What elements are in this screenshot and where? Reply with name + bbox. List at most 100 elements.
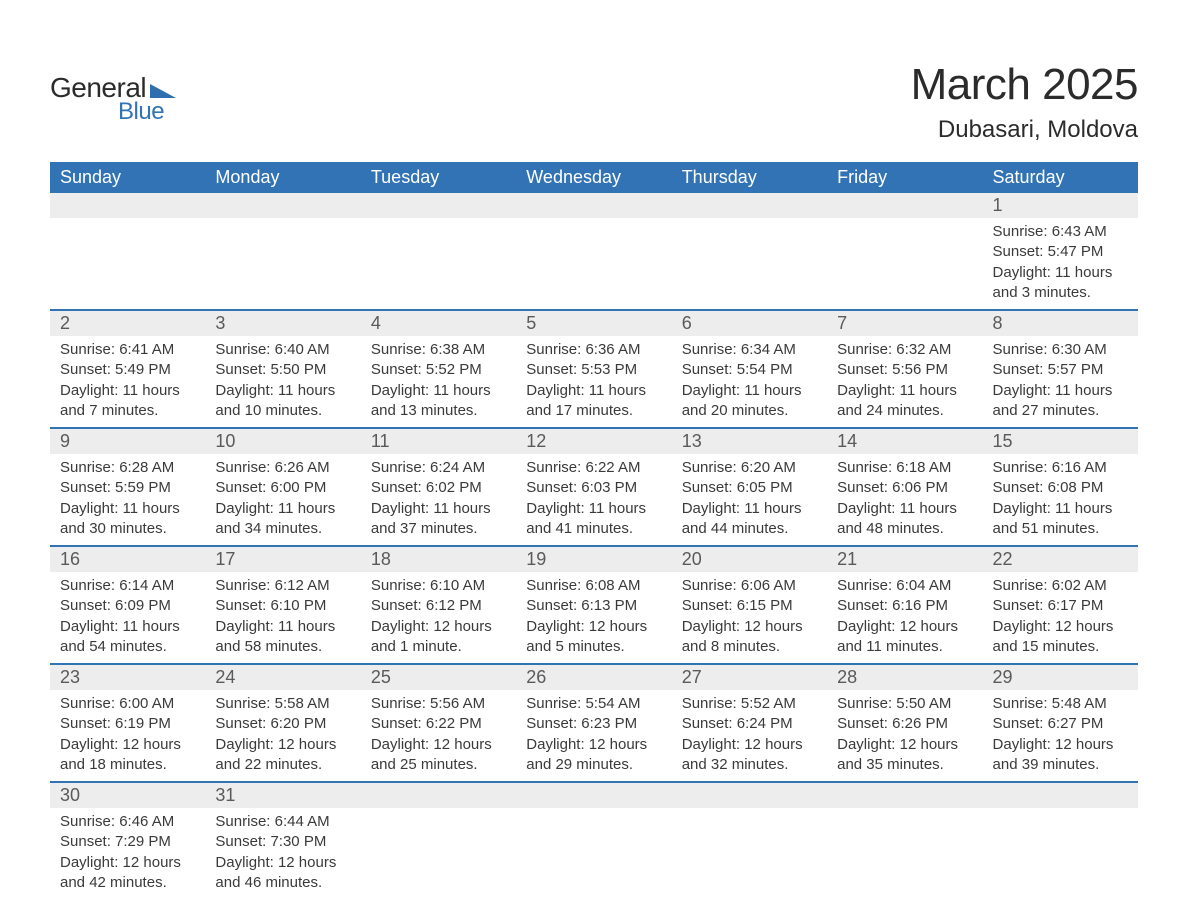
sunset-text: Sunset: 5:49 PM	[60, 360, 195, 380]
sunrise-text: Sunrise: 6:43 AM	[993, 222, 1128, 242]
page-subtitle: Dubasari, Moldova	[911, 116, 1138, 144]
calendar-detail-cell	[827, 218, 982, 310]
sunrise-text: Sunrise: 6:24 AM	[371, 458, 506, 478]
sunrise-text: Sunrise: 6:08 AM	[526, 576, 661, 596]
sunset-text: Sunset: 6:23 PM	[526, 714, 661, 734]
calendar-detail-cell	[827, 808, 982, 899]
calendar-detail-cell: Sunrise: 5:54 AMSunset: 6:23 PMDaylight:…	[516, 690, 671, 782]
calendar-header-cell: Thursday	[672, 162, 827, 193]
calendar-detail-cell: Sunrise: 6:12 AMSunset: 6:10 PMDaylight:…	[205, 572, 360, 664]
calendar-detail-cell	[205, 218, 360, 310]
sunset-text: Sunset: 5:52 PM	[371, 360, 506, 380]
calendar-detail-cell: Sunrise: 5:52 AMSunset: 6:24 PMDaylight:…	[672, 690, 827, 782]
calendar-detail-cell: Sunrise: 6:18 AMSunset: 6:06 PMDaylight:…	[827, 454, 982, 546]
sunset-text: Sunset: 6:24 PM	[682, 714, 817, 734]
sunrise-text: Sunrise: 6:12 AM	[215, 576, 350, 596]
sunrise-text: Sunrise: 6:46 AM	[60, 812, 195, 832]
calendar-header-cell: Tuesday	[361, 162, 516, 193]
sunrise-text: Sunrise: 6:18 AM	[837, 458, 972, 478]
calendar-daynum-cell: 12	[516, 428, 671, 454]
sunrise-text: Sunrise: 5:58 AM	[215, 694, 350, 714]
calendar-daynum-cell: 17	[205, 546, 360, 572]
calendar-daynum-cell: 8	[983, 310, 1138, 336]
sunrise-text: Sunrise: 6:32 AM	[837, 340, 972, 360]
daylight-text: Daylight: 11 hours and 30 minutes.	[60, 499, 195, 540]
calendar-daynum-cell: 13	[672, 428, 827, 454]
sunset-text: Sunset: 6:05 PM	[682, 478, 817, 498]
sunrise-text: Sunrise: 6:28 AM	[60, 458, 195, 478]
calendar-detail-row: Sunrise: 6:28 AMSunset: 5:59 PMDaylight:…	[50, 454, 1138, 546]
calendar-detail-row: Sunrise: 6:41 AMSunset: 5:49 PM Daylight:…	[50, 336, 1138, 428]
sunset-text: Sunset: 6:10 PM	[215, 596, 350, 616]
calendar-detail-cell: Sunrise: 6:06 AMSunset: 6:15 PMDaylight:…	[672, 572, 827, 664]
sunset-text: Sunset: 5:56 PM	[837, 360, 972, 380]
calendar-detail-cell: Sunrise: 6:34 AMSunset: 5:54 PMDaylight:…	[672, 336, 827, 428]
calendar-daynum-cell: 11	[361, 428, 516, 454]
daylight-text: Daylight: 12 hours and 15 minutes.	[993, 617, 1128, 658]
calendar-daynum-cell: 18	[361, 546, 516, 572]
daylight-text: Daylight: 11 hours and 10 minutes.	[215, 381, 350, 422]
daylight-text: Daylight: 12 hours and 22 minutes.	[215, 735, 350, 776]
sunrise-text: Sunrise: 5:52 AM	[682, 694, 817, 714]
sunset-text: Sunset: 7:29 PM	[60, 832, 195, 852]
calendar-detail-cell: Sunrise: 5:56 AMSunset: 6:22 PMDaylight:…	[361, 690, 516, 782]
calendar-detail-cell: Sunrise: 6:30 AMSunset: 5:57 PMDaylight:…	[983, 336, 1138, 428]
sunset-text: Sunset: 6:08 PM	[993, 478, 1128, 498]
calendar-daynum-row: 2345678	[50, 310, 1138, 336]
calendar-daynum-cell	[361, 193, 516, 218]
calendar-detail-cell	[983, 808, 1138, 899]
calendar-daynum-row: 16171819202122	[50, 546, 1138, 572]
calendar-daynum-row: 1	[50, 193, 1138, 218]
calendar-detail-cell	[50, 218, 205, 310]
daylight-text: Daylight: 12 hours and 11 minutes.	[837, 617, 972, 658]
calendar-daynum-cell	[50, 193, 205, 218]
title-block: March 2025 Dubasari, Moldova	[911, 60, 1138, 144]
calendar-daynum-cell: 23	[50, 664, 205, 690]
calendar-daynum-cell: 6	[672, 310, 827, 336]
calendar-detail-cell: Sunrise: 6:28 AMSunset: 5:59 PMDaylight:…	[50, 454, 205, 546]
daylight-text: Daylight: 11 hours and 24 minutes.	[837, 381, 972, 422]
calendar-header-row: SundayMondayTuesdayWednesdayThursdayFrid…	[50, 162, 1138, 193]
calendar-daynum-cell: 15	[983, 428, 1138, 454]
sunset-text: Sunset: 6:00 PM	[215, 478, 350, 498]
daylight-text: Daylight: 12 hours and 42 minutes.	[60, 853, 195, 894]
sunset-text: Sunset: 6:16 PM	[837, 596, 972, 616]
calendar-daynum-cell: 1	[983, 193, 1138, 218]
calendar-daynum-cell: 31	[205, 782, 360, 808]
calendar-detail-cell: Sunrise: 6:08 AMSunset: 6:13 PMDaylight:…	[516, 572, 671, 664]
sunrise-text: Sunrise: 6:06 AM	[682, 576, 817, 596]
calendar-detail-cell: Sunrise: 6:26 AMSunset: 6:00 PMDaylight:…	[205, 454, 360, 546]
calendar-detail-cell: Sunrise: 6:43 AMSunset: 5:47 PMDaylight:…	[983, 218, 1138, 310]
calendar-table: SundayMondayTuesdayWednesdayThursdayFrid…	[50, 162, 1138, 899]
sunset-text: Sunset: 6:03 PM	[526, 478, 661, 498]
calendar-detail-cell: Sunrise: 6:10 AMSunset: 6:12 PMDaylight:…	[361, 572, 516, 664]
calendar-detail-cell: Sunrise: 6:20 AMSunset: 6:05 PMDaylight:…	[672, 454, 827, 546]
calendar-daynum-cell: 19	[516, 546, 671, 572]
sunrise-text: Sunrise: 6:41 AM	[60, 340, 195, 360]
sunset-text: Sunset: 5:50 PM	[215, 360, 350, 380]
page-title: March 2025	[911, 60, 1138, 110]
calendar-detail-cell: Sunrise: 6:04 AMSunset: 6:16 PMDaylight:…	[827, 572, 982, 664]
calendar-detail-cell: Sunrise: 6:40 AMSunset: 5:50 PMDaylight:…	[205, 336, 360, 428]
calendar-daynum-cell: 29	[983, 664, 1138, 690]
calendar-detail-cell: Sunrise: 6:22 AMSunset: 6:03 PMDaylight:…	[516, 454, 671, 546]
sunset-text: Sunset: 5:57 PM	[993, 360, 1128, 380]
calendar-daynum-cell: 5	[516, 310, 671, 336]
sunset-text: Sunset: 6:17 PM	[993, 596, 1128, 616]
sunset-text: Sunset: 6:06 PM	[837, 478, 972, 498]
calendar-daynum-cell: 20	[672, 546, 827, 572]
sunrise-text: Sunrise: 5:56 AM	[371, 694, 506, 714]
sunrise-text: Sunrise: 6:10 AM	[371, 576, 506, 596]
calendar-detail-cell: Sunrise: 6:36 AMSunset: 5:53 PMDaylight:…	[516, 336, 671, 428]
sunset-text: Sunset: 6:19 PM	[60, 714, 195, 734]
sunrise-text: Sunrise: 6:34 AM	[682, 340, 817, 360]
sunrise-text: Sunrise: 6:14 AM	[60, 576, 195, 596]
calendar-detail-cell: Sunrise: 6:44 AMSunset: 7:30 PMDaylight:…	[205, 808, 360, 899]
calendar-daynum-cell: 14	[827, 428, 982, 454]
daylight-text: Daylight: 12 hours and 5 minutes.	[526, 617, 661, 658]
calendar-header-cell: Sunday	[50, 162, 205, 193]
daylight-text: Daylight: 12 hours and 39 minutes.	[993, 735, 1128, 776]
calendar-daynum-cell	[827, 193, 982, 218]
sunrise-text: Sunrise: 6:38 AM	[371, 340, 506, 360]
daylight-text: Daylight: 12 hours and 46 minutes.	[215, 853, 350, 894]
